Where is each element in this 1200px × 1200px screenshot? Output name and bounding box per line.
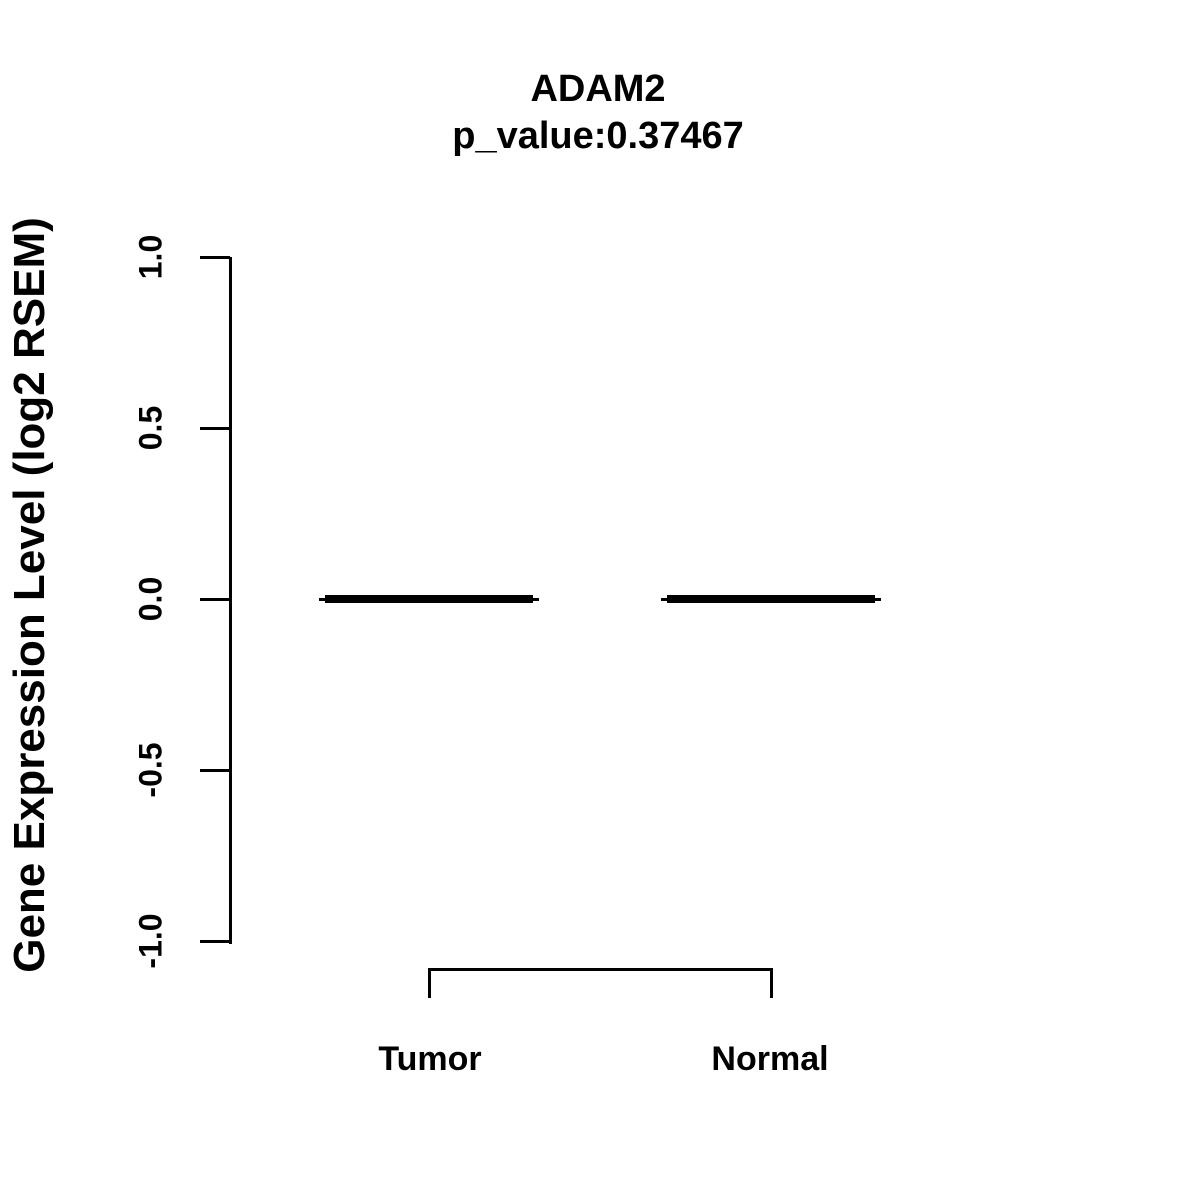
y-axis-label: Gene Expression Level (log2 RSEM) xyxy=(5,217,54,973)
y-tick-label: 0.0 xyxy=(132,576,169,622)
chart-subtitle: p_value:0.37467 xyxy=(452,115,744,157)
whisker-cap xyxy=(319,598,325,601)
y-tick-mark xyxy=(200,427,230,430)
chart-title: ADAM2 xyxy=(530,68,666,110)
whisker-cap xyxy=(875,598,881,601)
comparison-bracket xyxy=(428,968,773,998)
y-tick-mark xyxy=(200,940,230,943)
y-tick-label: 0.5 xyxy=(132,405,169,451)
y-tick-mark xyxy=(200,256,230,259)
chart-title-block: ADAM2 p_value:0.37467 xyxy=(198,66,998,160)
boxplot-median-tumor xyxy=(325,595,533,603)
whisker-cap xyxy=(533,598,539,601)
whisker-cap xyxy=(661,598,667,601)
y-axis-line xyxy=(229,257,232,944)
x-label-normal: Normal xyxy=(711,1040,829,1078)
y-tick-mark xyxy=(200,769,230,772)
y-tick-mark xyxy=(200,598,230,601)
x-label-tumor: Tumor xyxy=(378,1040,482,1078)
y-tick-label: -0.5 xyxy=(132,742,169,798)
boxplot-median-normal xyxy=(667,595,875,603)
y-tick-label: 1.0 xyxy=(132,234,169,280)
y-tick-label: -1.0 xyxy=(132,913,169,969)
